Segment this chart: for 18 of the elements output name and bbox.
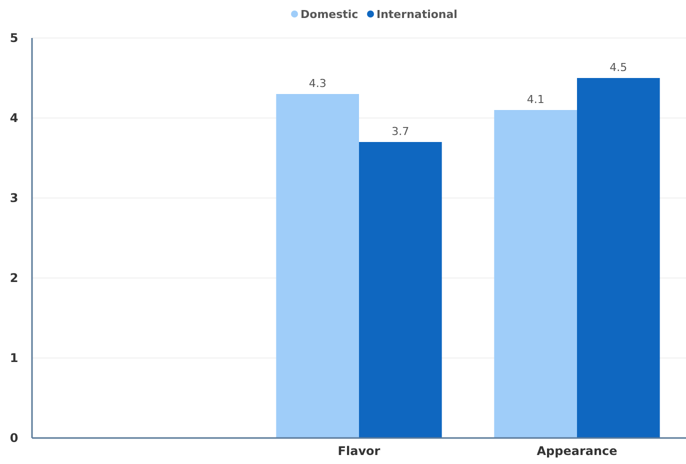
- bar: [494, 110, 577, 438]
- y-tick-label: 2: [10, 271, 18, 286]
- data-label: 4.1: [526, 93, 544, 106]
- y-tick-label: 0: [10, 431, 18, 446]
- data-label: 4.3: [308, 77, 326, 90]
- bar: [577, 78, 660, 438]
- legend-label: Domestic: [300, 8, 358, 21]
- legend-label: International: [376, 8, 458, 21]
- bar: [359, 142, 442, 438]
- data-label: 4.5: [610, 61, 628, 74]
- y-tick-label: 3: [10, 191, 18, 206]
- bar: [276, 94, 359, 438]
- y-tick-label: 1: [10, 351, 18, 366]
- data-label: 3.7: [392, 125, 410, 138]
- x-tick-label: Flavor: [338, 444, 380, 458]
- y-tick-label: 4: [10, 111, 18, 126]
- y-tick-label: 5: [10, 31, 18, 46]
- x-tick-label: Appearance: [536, 444, 618, 458]
